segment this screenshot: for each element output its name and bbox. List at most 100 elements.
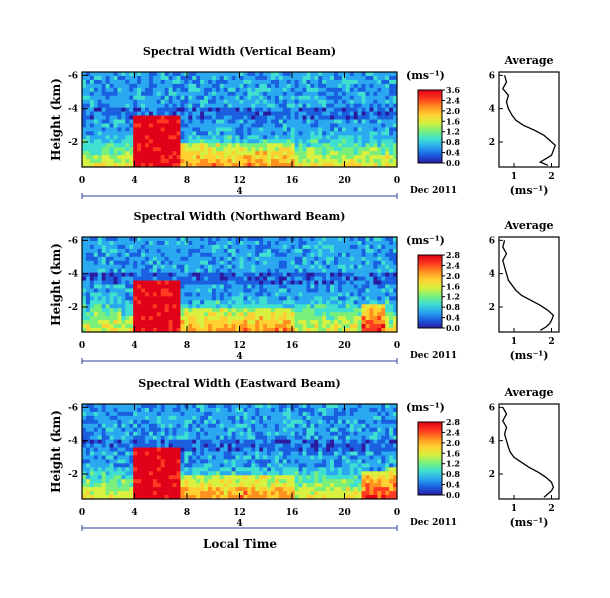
heatmap-cell [180,135,185,140]
heatmap-cell [330,300,335,305]
heatmap-cell [148,139,154,144]
heatmap-cell [133,419,138,425]
heatmap-cell [341,115,347,120]
heatmap-cell [243,288,248,293]
heatmap-cell [137,95,142,101]
heatmap-cell [263,443,268,448]
heatmap-cell [389,237,394,242]
heatmap-cell [294,280,299,285]
heatmap-cell [211,99,217,104]
heatmap-cell [113,103,118,108]
heatmap-cell [227,447,232,452]
heatmap-cell [385,119,390,124]
heatmap-cell [290,415,295,421]
heatmap-cell [204,248,209,254]
heatmap-cell [282,407,288,413]
heatmap-cell [125,443,130,448]
heatmap-cell [180,83,185,89]
heatmap-cell [243,324,248,329]
heatmap-cell [168,435,173,440]
heatmap-cell [133,135,138,140]
heatmap-cell [271,288,276,293]
heatmap-cell [97,312,102,317]
heatmap-cell [322,292,327,297]
heatmap-cell [330,99,335,104]
heatmap-cell [322,435,327,440]
heatmap-cell [314,296,319,301]
heatmap-cell [121,111,126,116]
heatmap-cell [196,264,201,269]
heatmap-cell [200,312,205,317]
heatmap-cell [141,240,146,246]
heatmap-cell [298,324,303,329]
heatmap-cell [129,83,134,89]
heatmap-cell [200,135,205,140]
heatmap-cell [239,135,244,140]
heatmap-cell [196,72,201,77]
heatmap-cell [211,119,217,124]
heatmap-cell [369,83,374,89]
heatmap-cell [113,237,118,242]
heatmap-cell [164,151,169,156]
heatmap-cell [318,272,323,277]
heatmap-cell [137,163,142,168]
heatmap-cell [337,296,343,301]
heatmap-cell [290,284,295,289]
heatmap-cell [117,404,122,409]
heatmap-cell [137,115,142,120]
heatmap-cell [334,316,339,321]
heatmap-cell [196,284,201,289]
heatmap-cell [208,415,213,421]
heatmap-cell [235,411,240,417]
heatmap-cell [172,99,177,104]
heatmap-cell [239,123,244,128]
heatmap-cell [208,91,213,97]
heatmap-cell [322,237,327,242]
heatmap-cell [334,407,339,413]
heatmap-cell [208,296,213,301]
heatmap-cell [227,308,232,313]
heatmap-cell [180,276,185,281]
heatmap-cell [223,151,228,156]
heatmap-cell [219,272,225,277]
heatmap-cell [361,284,366,289]
heatmap-cell [341,111,347,116]
heatmap-cell [377,139,382,144]
heatmap-cell [334,276,339,281]
heatmap-cell [353,404,358,409]
heatmap-cell [255,320,260,325]
heatmap-cell [176,447,181,452]
heatmap-cell [211,107,217,112]
heatmap-cell [105,423,110,429]
heatmap-cell [192,411,197,417]
heatmap-cell [385,107,390,112]
heatmap-cell [271,95,276,101]
heatmap-cell [318,427,323,433]
y-tick-label: -6 [68,71,78,81]
heatmap-cell [271,131,276,136]
heatmap-cell [188,83,193,89]
heatmap-cell [137,127,142,132]
heatmap-cell [129,427,134,433]
heatmap-cell [302,407,307,413]
heatmap-cell [271,324,276,329]
heatmap-cell [381,107,386,112]
heatmap-cell [137,147,142,152]
heatmap-cell [141,159,146,164]
heatmap-cell [204,83,209,89]
heatmap-cell [211,284,217,289]
heatmap-cell [113,123,118,128]
heatmap-cell [208,407,213,413]
heatmap-cell [239,252,244,258]
heatmap-cell [125,79,130,85]
heatmap-cell [357,103,362,108]
heatmap-cell [314,139,319,144]
heatmap-cell [349,404,354,409]
heatmap-cell [377,324,382,329]
heatmap-cell [109,139,114,144]
heatmap-cell [330,316,335,321]
heatmap-cell [326,296,331,301]
heatmap-cell [188,119,193,124]
heatmap-cell [373,139,378,144]
heatmap-cell [101,147,106,152]
